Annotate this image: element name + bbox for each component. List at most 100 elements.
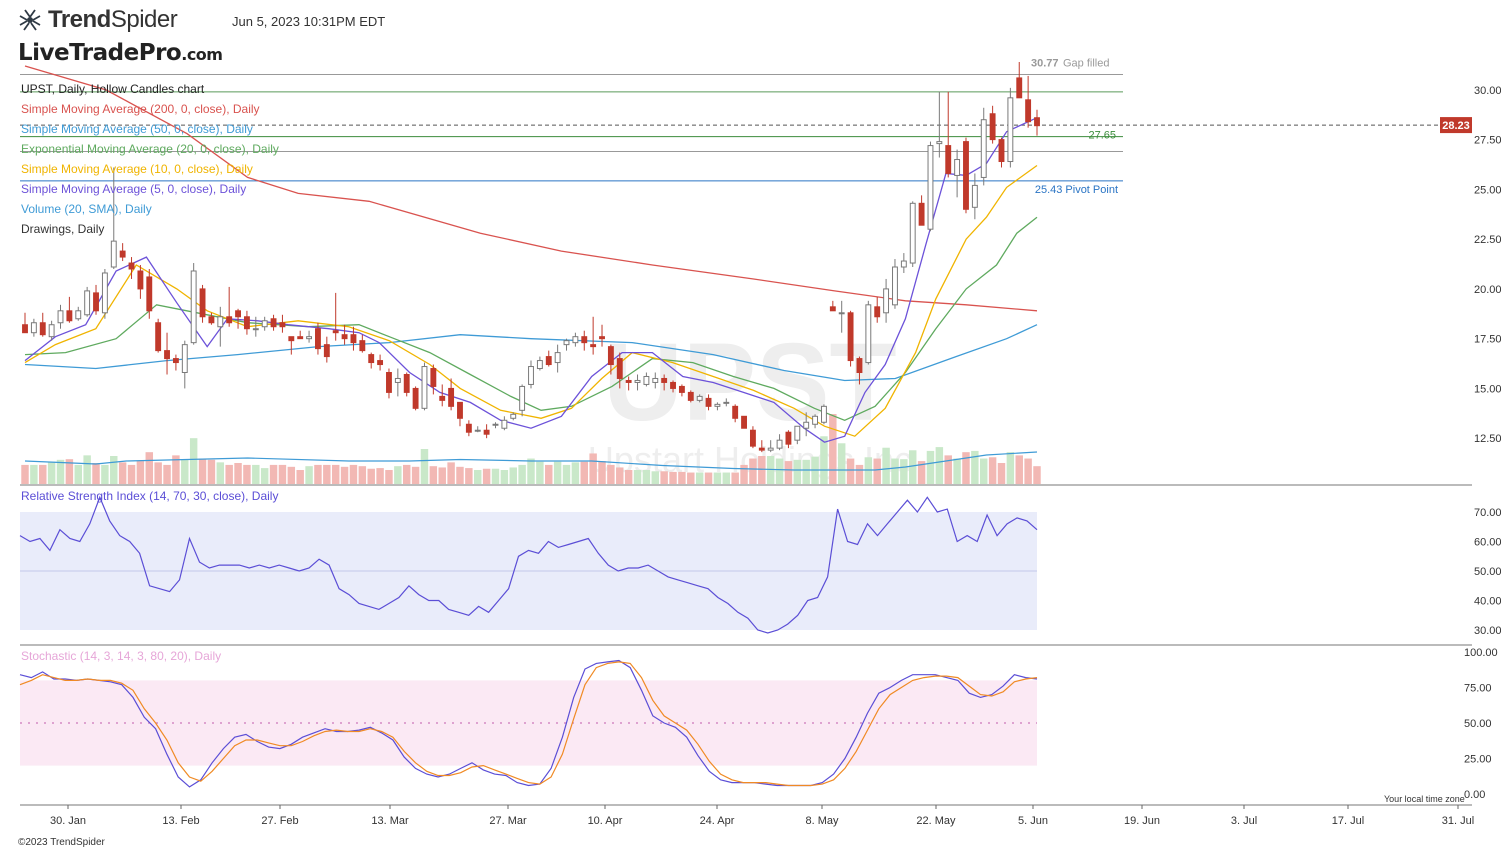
candle-body: [93, 292, 99, 312]
candle-body: [643, 375, 650, 385]
volume-bar: [651, 471, 660, 484]
legend-item[interactable]: Volume (20, SMA), Daily: [21, 202, 152, 216]
volume-bar: [349, 464, 358, 484]
volume-bar: [491, 468, 500, 484]
volume-bar: [331, 464, 340, 484]
candle-body: [687, 391, 694, 401]
x-tick-label: 3. Jul: [1231, 815, 1257, 827]
volume-bar: [829, 414, 837, 484]
candle-body: [661, 377, 668, 383]
volume-bar: [553, 461, 562, 484]
candle-body: [652, 377, 659, 383]
volume-bar: [429, 466, 438, 484]
volume-bar: [411, 466, 420, 484]
volume-bar: [997, 463, 1006, 484]
volume-bar: [536, 461, 544, 484]
candle-body: [323, 344, 330, 358]
candle-body: [128, 262, 135, 270]
candle-body: [448, 387, 455, 407]
candle-body: [714, 403, 721, 407]
volume-bar: [882, 447, 890, 484]
y-tick-label: 12.50: [1474, 433, 1501, 445]
candle-body: [749, 429, 756, 447]
x-tick-label: 27. Feb: [261, 815, 298, 827]
volume-bar: [891, 458, 899, 484]
volume-bar: [562, 464, 571, 484]
volume-bar: [323, 464, 331, 484]
candle-body: [616, 358, 623, 379]
candle-body: [394, 377, 401, 383]
candle-body: [137, 270, 144, 290]
legend-item[interactable]: Simple Moving Average (200, 0, close), D…: [21, 102, 260, 116]
candle-body: [856, 358, 863, 374]
candle-body: [297, 336, 304, 340]
volume-bar: [402, 464, 411, 484]
volume-bar: [749, 458, 757, 484]
candle-body: [457, 401, 463, 419]
stoch-d-line: [19, 661, 1038, 787]
volume-bar: [314, 464, 322, 484]
volume-bar: [127, 464, 136, 484]
volume-bar: [580, 461, 588, 484]
rsi-tick-label: 40.00: [1474, 596, 1501, 608]
volume-bar: [56, 459, 65, 484]
legend-item[interactable]: Exponential Moving Average (20, 0, close…: [21, 142, 279, 156]
stoch-tick-label: 50.00: [1464, 718, 1492, 730]
volume-bar: [740, 464, 748, 484]
y-tick-label: 30.00: [1474, 85, 1501, 97]
candle-body: [465, 423, 472, 433]
volume-bar: [962, 452, 970, 484]
candle-body: [998, 139, 1005, 163]
rsi-tick-label: 50.00: [1474, 566, 1501, 578]
candle-body: [350, 334, 357, 344]
copyright: ©2023 TrendSpider: [18, 837, 105, 848]
legend-item[interactable]: Simple Moving Average (5, 0, close), Dai…: [21, 182, 247, 196]
candle-body: [963, 141, 969, 210]
candle-body: [101, 272, 108, 314]
stoch-k-line: [19, 659, 1038, 788]
candle-body: [829, 306, 836, 312]
rsi-tick-label: 70.00: [1474, 507, 1501, 519]
legend-item[interactable]: Simple Moving Average (50, 0, close), Da…: [21, 122, 253, 136]
volume-bar: [438, 467, 446, 484]
volume-bar: [793, 459, 802, 484]
x-tick-label: 24. Apr: [700, 815, 735, 827]
candle-body: [190, 270, 197, 344]
volume-bar: [118, 462, 127, 484]
volume-bar: [269, 464, 278, 484]
volume-bar: [296, 470, 304, 484]
candle-body: [439, 395, 446, 401]
candle-body: [732, 405, 739, 419]
volume-bar: [385, 470, 393, 484]
candle-body: [874, 306, 881, 318]
volume-bar: [101, 464, 109, 484]
legend-item[interactable]: Simple Moving Average (10, 0, close), Da…: [21, 162, 253, 176]
candle-body: [785, 431, 792, 445]
trendspider-logo: TrendSpider: [18, 6, 178, 34]
candle-body: [803, 421, 810, 429]
volume-bar: [660, 471, 668, 484]
spider-logo-icon: [19, 9, 41, 31]
volume-bar: [837, 443, 846, 484]
candle-body: [252, 328, 259, 331]
candle-body: [794, 425, 801, 441]
candle-body: [1016, 77, 1023, 99]
candle-body: [741, 415, 747, 429]
volume-bar: [482, 468, 491, 484]
candle-body: [403, 373, 410, 393]
candle-body: [678, 385, 685, 393]
volume-bar: [509, 467, 517, 484]
candle-body: [838, 312, 845, 315]
candle-body: [971, 184, 978, 208]
candle-body: [892, 266, 898, 306]
candle-body: [110, 240, 117, 268]
rsi-tick-label: 60.00: [1474, 537, 1501, 549]
volume-bar: [589, 453, 597, 484]
legend-item[interactable]: Drawings, Daily: [21, 222, 105, 236]
candle-body: [421, 366, 428, 409]
legend-item[interactable]: UPST, Daily, Hollow Candles chart: [21, 82, 205, 96]
candle-body: [155, 322, 162, 352]
volume-bar: [900, 459, 908, 484]
candle-body: [1025, 99, 1032, 123]
volume-bar: [545, 464, 553, 484]
